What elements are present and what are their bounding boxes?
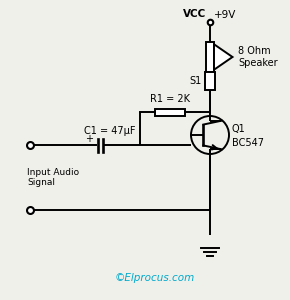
- Bar: [206, 42, 214, 72]
- Text: Input Audio
Signal: Input Audio Signal: [27, 168, 79, 187]
- Text: BC547: BC547: [232, 138, 264, 148]
- Text: C1 = 47μF: C1 = 47μF: [84, 126, 136, 136]
- Text: Q1: Q1: [232, 124, 246, 134]
- Text: +: +: [85, 134, 93, 144]
- Text: 8 Ohm
Speaker: 8 Ohm Speaker: [238, 46, 278, 68]
- Text: R1 = 2K: R1 = 2K: [150, 94, 190, 104]
- Text: S1: S1: [190, 76, 202, 86]
- Text: +9V: +9V: [214, 10, 236, 20]
- Polygon shape: [214, 44, 233, 70]
- Bar: [205, 72, 215, 90]
- Bar: [155, 109, 185, 116]
- Text: VCC: VCC: [183, 9, 206, 19]
- Text: ©Elprocus.com: ©Elprocus.com: [115, 273, 195, 283]
